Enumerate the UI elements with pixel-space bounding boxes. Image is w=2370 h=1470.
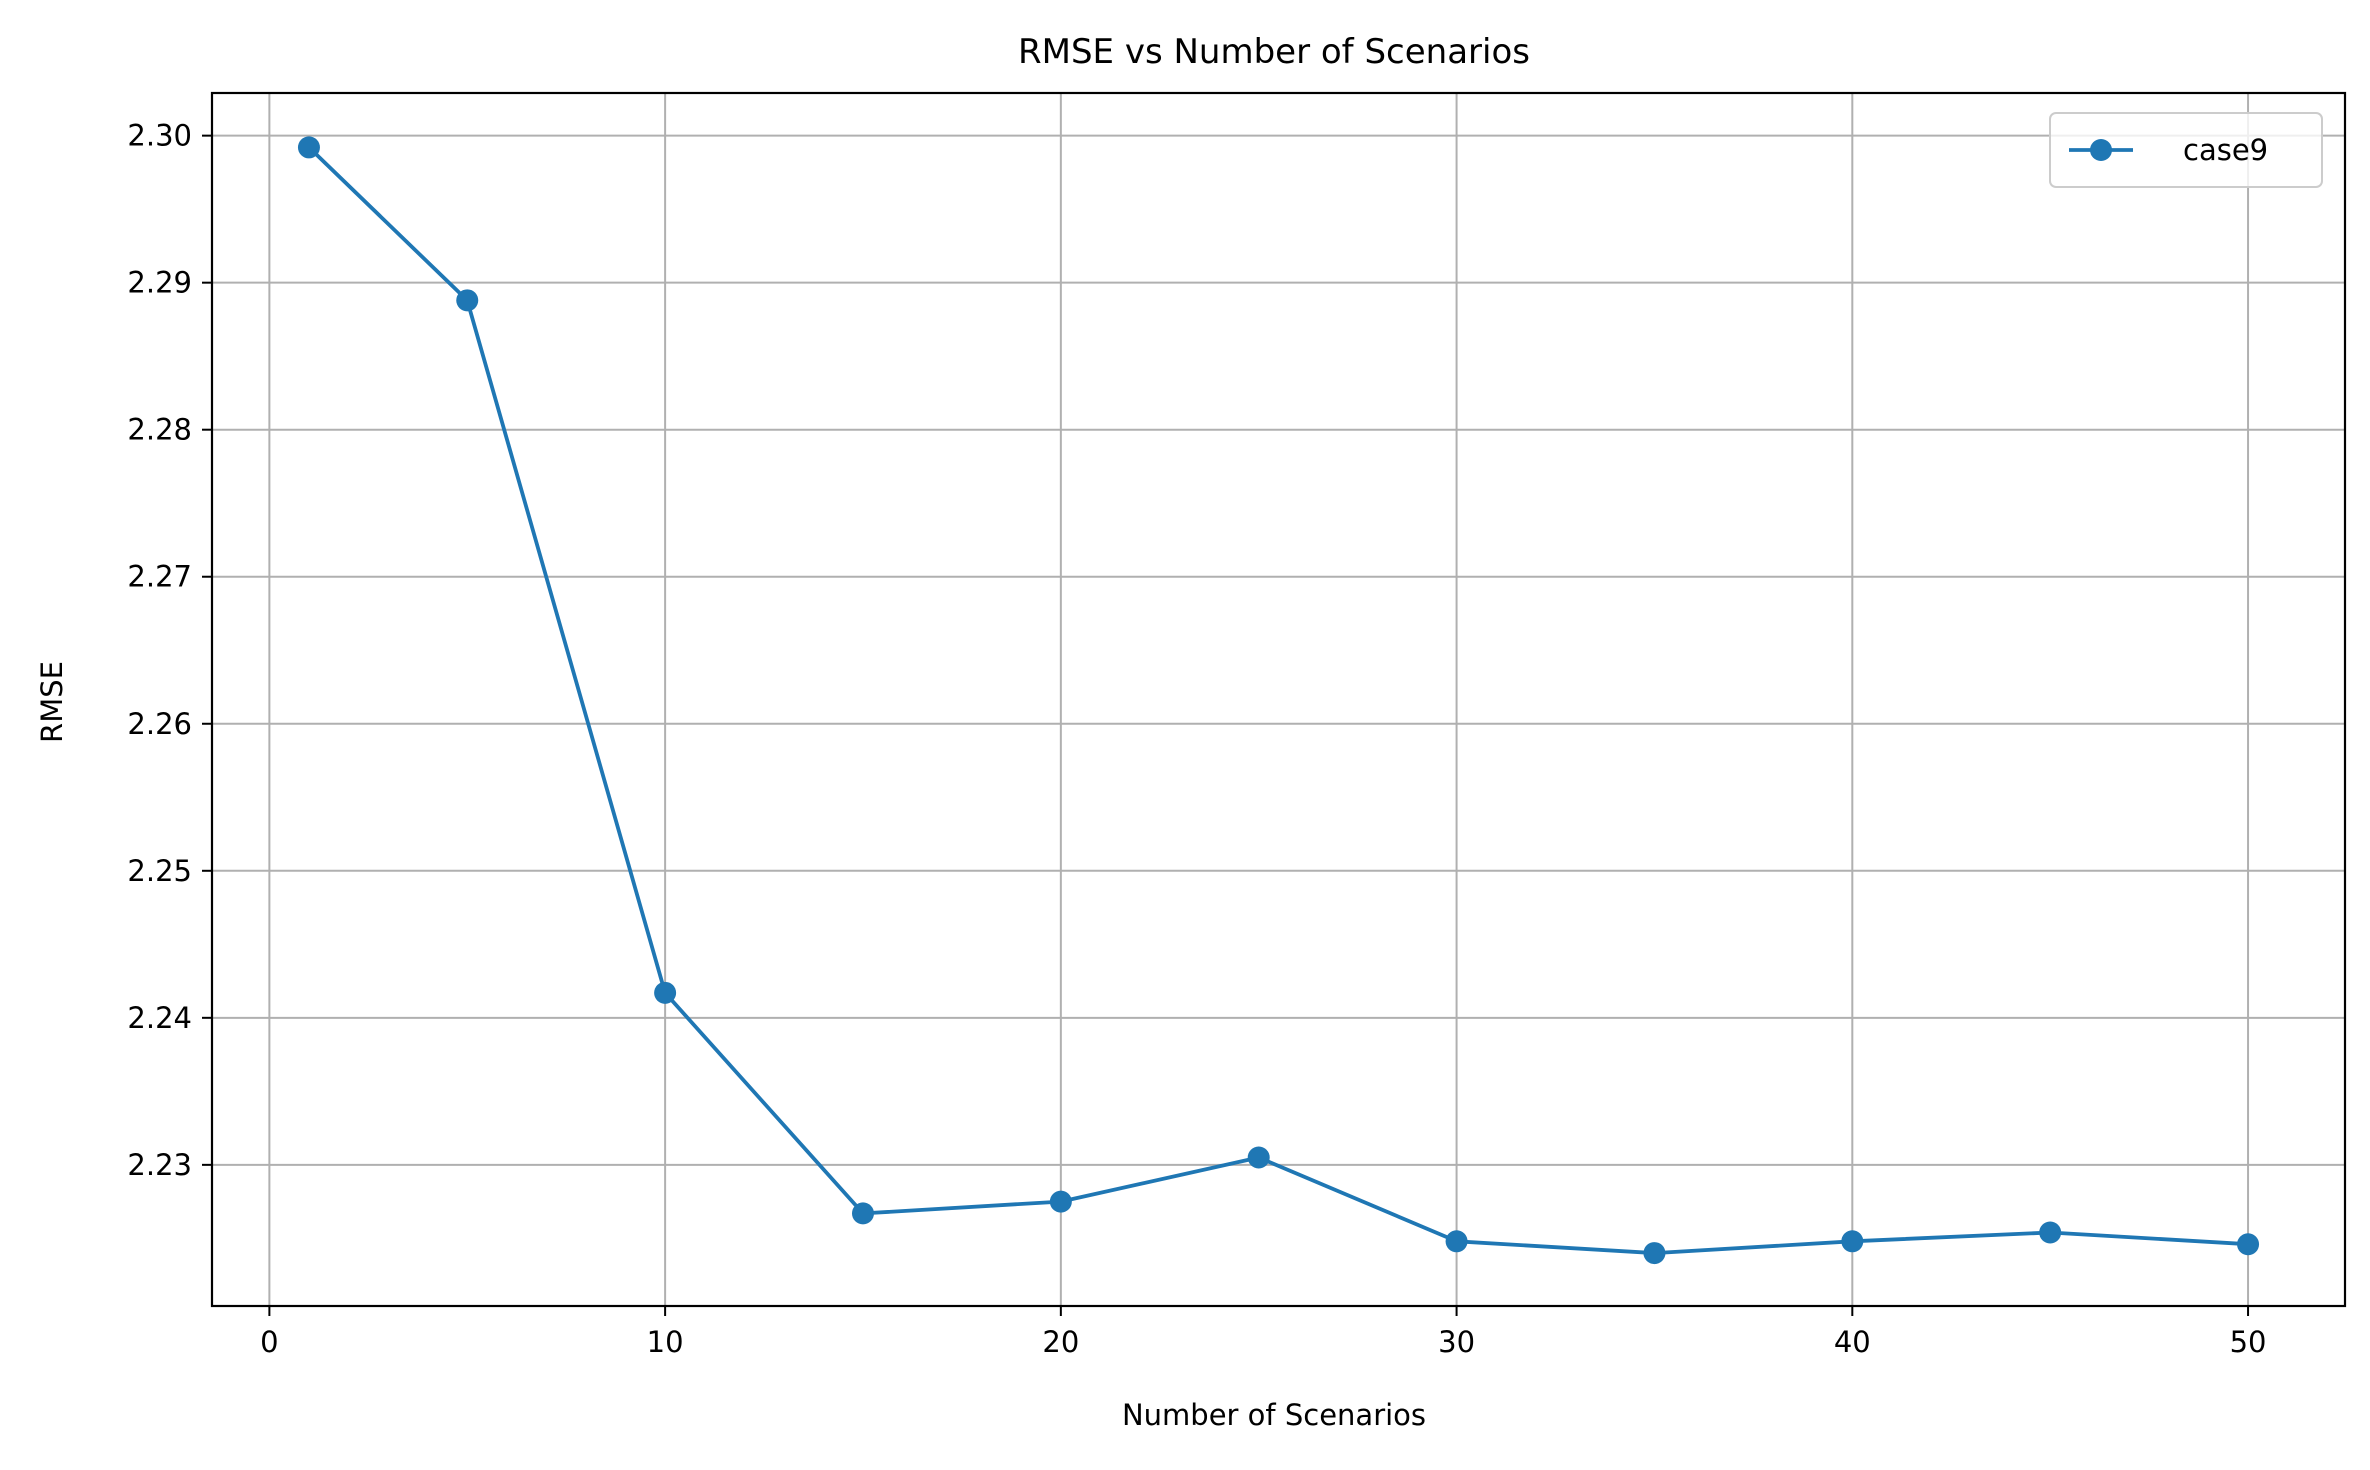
data-point (2039, 1221, 2062, 1244)
y-tick-label: 2.27 (127, 560, 192, 594)
axis-ticks: 0 10 20 30 40 50 2.23 2.24 2.25 2.26 2.27 2.28 2.29 2… (127, 119, 2266, 1359)
y-tick-label: 2.26 (127, 707, 192, 741)
y-tick-label: 2.30 (127, 119, 192, 153)
grid-lines (212, 93, 2345, 1306)
data-point (1841, 1230, 1864, 1253)
data-point (1247, 1146, 1270, 1169)
x-tick-label: 40 (1834, 1325, 1871, 1359)
x-tick-label: 10 (647, 1325, 684, 1359)
y-tick-label: 2.24 (127, 1001, 192, 1035)
data-point (297, 136, 320, 159)
plot-area-frame (210, 91, 2347, 1308)
data-point (851, 1202, 874, 1225)
legend-series-label: case9 (2183, 133, 2268, 167)
data-point (1643, 1242, 1666, 1265)
y-tick-label: 2.23 (127, 1148, 192, 1182)
y-tick-label: 2.29 (127, 266, 192, 300)
legend-series-marker (2090, 139, 2112, 161)
x-tick-label: 30 (1438, 1325, 1475, 1359)
data-point (2237, 1233, 2260, 1256)
y-tick-label: 2.25 (127, 854, 192, 888)
x-tick-label: 0 (260, 1325, 278, 1359)
chart-title: RMSE vs Number of Scenarios (1018, 32, 1530, 72)
y-tick-label: 2.28 (127, 413, 192, 447)
data-point (654, 981, 677, 1004)
data-point (1049, 1190, 1072, 1213)
y-axis-label: RMSE (35, 661, 69, 743)
data-point (1445, 1230, 1468, 1253)
x-tick-label: 50 (2230, 1325, 2267, 1359)
x-axis-label: Number of Scenarios (1122, 1398, 1426, 1432)
legend-box (2049, 112, 2323, 188)
data-point (456, 289, 479, 312)
legend: case9 (2049, 112, 2323, 188)
x-tick-label: 20 (1042, 1325, 1079, 1359)
series-layer (297, 136, 2260, 1265)
